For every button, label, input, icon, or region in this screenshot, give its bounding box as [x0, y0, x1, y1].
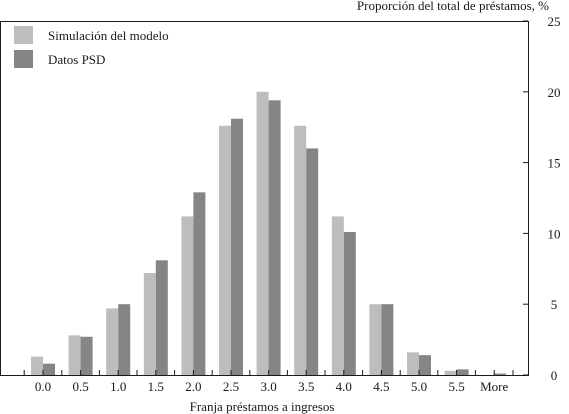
x-tick-label: 3.0: [260, 379, 276, 394]
bar-simulacion-5_0: [407, 352, 419, 375]
x-tick-label: 2.5: [223, 379, 239, 394]
bar-psd-1_5: [155, 260, 168, 375]
bar-simulacion-0_0: [31, 356, 43, 375]
x-tick-label: 0.0: [35, 379, 51, 394]
bar-psd-0_0: [43, 363, 55, 375]
bar-psd-5_5: [456, 369, 469, 375]
bar-simulacion-2_5: [219, 125, 231, 375]
bar-psd-2_0: [193, 192, 206, 375]
legend-label-psd: Datos PSD: [48, 52, 105, 67]
x-tick-label: 4.0: [336, 379, 352, 394]
x-tick-label: 4.5: [373, 379, 389, 394]
y-tick-label: 10: [548, 226, 561, 241]
bar-simulacion-4_5: [369, 304, 382, 375]
bar-psd-2_5: [231, 118, 243, 375]
y-axis-label: Proporción del total de préstamos, %: [357, 0, 549, 13]
legend-label-simulacion: Simulación del modelo: [48, 28, 169, 43]
legend-swatch-simulacion: [14, 26, 33, 44]
x-tick-label: 1.5: [148, 379, 164, 394]
x-axis-label: Franja préstamos a ingresos: [190, 399, 335, 414]
bar-simulacion-2_0: [181, 216, 194, 375]
x-tick-label: More: [480, 379, 508, 394]
bar-simulacion-1_0: [106, 308, 119, 375]
legend-swatch-psd: [14, 50, 33, 68]
bar-psd-4_5: [381, 304, 394, 375]
bar-psd-4_0: [343, 231, 356, 375]
bar-psd-3_0: [268, 100, 281, 376]
x-tick-label: 5.0: [411, 379, 427, 394]
bars: [31, 91, 507, 376]
bar-psd-1_0: [118, 304, 131, 375]
x-tick-label: 5.5: [448, 379, 464, 394]
legend: Simulación del modelo Datos PSD: [14, 26, 169, 68]
bar-simulacion-4_0: [331, 216, 344, 375]
bar-simulacion-1_5: [143, 273, 156, 375]
bar-psd-3_5: [306, 148, 319, 375]
y-tick-label: 15: [548, 156, 561, 171]
x-tick-label: 2.0: [185, 379, 201, 394]
x-ticks: 0.0 0.5 1.0 1.5 2.0 2.5 3.0 3.5 4.0 4.5 5.0 5.5 More: [23, 370, 514, 394]
bar-psd-5_0: [419, 355, 431, 375]
x-tick-label: 3.5: [298, 379, 314, 394]
bar-simulacion-5_5: [444, 370, 457, 375]
bar-psd-0_5: [80, 336, 93, 375]
x-tick-label: 0.5: [72, 379, 88, 394]
y-tick-label: 5: [551, 297, 558, 312]
x-tick-label: 1.0: [110, 379, 126, 394]
y-tick-label: 20: [548, 85, 561, 100]
bar-psd-More: [494, 373, 507, 375]
y-ticks: 0 5 10 15 20 25: [523, 14, 561, 383]
y-tick-label: 0: [551, 368, 558, 383]
plot-frame: [0, 21, 529, 376]
y-tick-label: 25: [548, 14, 561, 29]
bar-simulacion-3_0: [256, 91, 269, 376]
bar-simulacion-0_5: [68, 335, 81, 375]
bar-simulacion-3_5: [294, 125, 307, 375]
